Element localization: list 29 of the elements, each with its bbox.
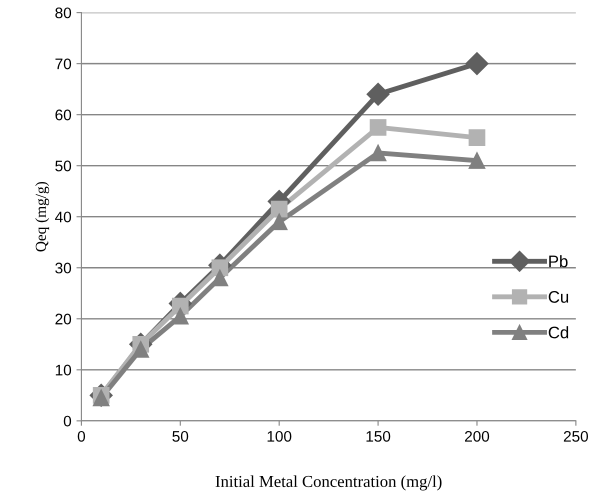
point xyxy=(270,200,288,218)
y-tick-label: 30 xyxy=(55,262,72,274)
y-tick-label: 60 xyxy=(55,110,72,120)
y-tick-label: 20 xyxy=(55,314,72,324)
y-tick-label: 0 xyxy=(64,416,72,427)
point xyxy=(132,341,150,358)
point xyxy=(370,144,386,162)
y-tick-label: 10 xyxy=(56,364,72,376)
y-tick-label: 50 xyxy=(55,160,72,172)
y-tick-label: 70 xyxy=(55,58,72,70)
x-tick-label: 200 xyxy=(465,430,490,442)
x-tick-label: 250 xyxy=(564,430,588,442)
point xyxy=(370,119,386,136)
x-tick-label: 0 xyxy=(78,430,86,442)
legend-label: Cd xyxy=(548,326,568,338)
point xyxy=(468,129,486,146)
y-tick-label: 40 xyxy=(55,212,72,222)
point xyxy=(366,82,390,106)
x-tick-label: 100 xyxy=(268,430,292,442)
point xyxy=(465,52,488,76)
legend-label: Cu xyxy=(548,291,568,303)
legend-label: Pb xyxy=(549,255,568,268)
point xyxy=(172,298,189,314)
y-axis-title: Qeq (mg/g) xyxy=(35,182,50,252)
y-tick-label: 80 xyxy=(55,7,72,18)
x-axis-title: Initial Metal Concentration (mg/l) xyxy=(216,475,442,491)
x-tick-label: 50 xyxy=(172,430,188,442)
x-tick-label: 150 xyxy=(366,430,390,442)
point xyxy=(468,152,486,169)
